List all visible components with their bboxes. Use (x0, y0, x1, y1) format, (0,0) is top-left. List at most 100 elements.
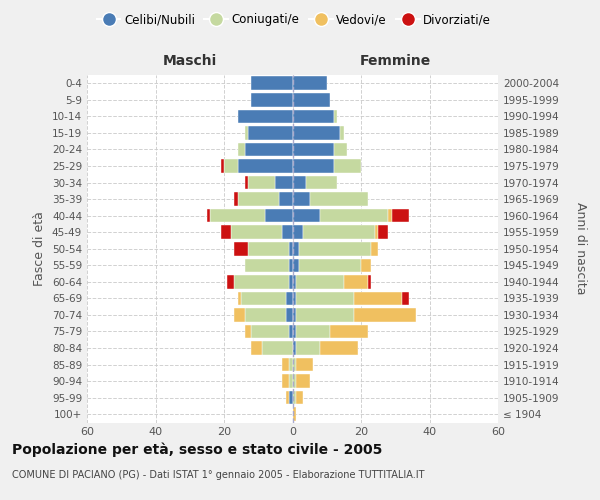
Bar (354, 308, 416, 322)
Bar (296, 308, 354, 322)
Bar (286, 308, 293, 322)
Bar (248, 176, 275, 190)
Bar (245, 142, 293, 156)
Bar (293, 209, 320, 222)
Bar (289, 391, 293, 404)
Bar (344, 275, 368, 288)
Bar (245, 308, 286, 322)
Bar (234, 192, 238, 206)
Bar (293, 192, 310, 206)
Bar (296, 324, 330, 338)
Bar (245, 126, 248, 140)
Bar (293, 242, 299, 256)
Bar (293, 342, 296, 355)
Bar (282, 226, 293, 239)
Bar (245, 258, 289, 272)
Bar (368, 275, 371, 288)
Bar (262, 342, 293, 355)
Bar (245, 176, 248, 190)
Bar (330, 324, 368, 338)
Bar (378, 226, 388, 239)
Bar (299, 242, 371, 256)
Bar (224, 159, 238, 173)
Bar (238, 292, 241, 305)
Bar (289, 374, 293, 388)
Bar (303, 226, 375, 239)
Text: Popolazione per età, sesso e stato civile - 2005: Popolazione per età, sesso e stato civil… (12, 442, 382, 457)
Bar (251, 93, 293, 106)
Bar (293, 226, 303, 239)
Bar (234, 308, 245, 322)
Bar (211, 209, 265, 222)
Bar (293, 292, 296, 305)
Bar (371, 242, 378, 256)
Bar (251, 324, 289, 338)
Bar (238, 159, 293, 173)
Legend: Celibi/Nubili, Coniugati/e, Vedovi/e, Divorziati/e: Celibi/Nubili, Coniugati/e, Vedovi/e, Di… (92, 8, 496, 31)
Bar (231, 226, 282, 239)
Bar (293, 358, 296, 372)
Bar (296, 391, 303, 404)
Bar (221, 226, 231, 239)
Bar (293, 308, 296, 322)
Bar (289, 258, 293, 272)
Bar (392, 209, 409, 222)
Bar (245, 324, 251, 338)
Bar (334, 159, 361, 173)
Bar (251, 76, 293, 90)
Bar (320, 342, 358, 355)
Text: Maschi: Maschi (163, 54, 217, 68)
Bar (296, 374, 310, 388)
Y-axis label: Anni di nascita: Anni di nascita (574, 202, 587, 295)
Bar (293, 93, 330, 106)
Text: Femmine: Femmine (359, 54, 431, 68)
Bar (251, 342, 262, 355)
Bar (296, 292, 354, 305)
Bar (375, 226, 378, 239)
Bar (402, 292, 409, 305)
Bar (293, 142, 334, 156)
Bar (275, 176, 293, 190)
Bar (234, 275, 289, 288)
Bar (340, 126, 344, 140)
Bar (207, 209, 211, 222)
Bar (289, 358, 293, 372)
Bar (296, 358, 313, 372)
Bar (289, 324, 293, 338)
Bar (289, 242, 293, 256)
Bar (354, 292, 402, 305)
Bar (296, 342, 320, 355)
Bar (238, 192, 279, 206)
Text: COMUNE DI PACIANO (PG) - Dati ISTAT 1° gennaio 2005 - Elaborazione TUTTITALIA.IT: COMUNE DI PACIANO (PG) - Dati ISTAT 1° g… (12, 470, 425, 480)
Bar (388, 209, 392, 222)
Bar (293, 110, 334, 123)
Bar (286, 292, 293, 305)
Bar (361, 258, 371, 272)
Bar (293, 76, 327, 90)
Bar (334, 142, 347, 156)
Bar (293, 159, 334, 173)
Bar (289, 275, 293, 288)
Bar (293, 408, 296, 421)
Bar (286, 391, 289, 404)
Bar (221, 159, 224, 173)
Bar (296, 275, 344, 288)
Bar (299, 258, 361, 272)
Bar (293, 258, 299, 272)
Bar (265, 209, 293, 222)
Bar (238, 110, 293, 123)
Bar (334, 110, 337, 123)
Bar (234, 242, 248, 256)
Bar (320, 209, 388, 222)
Bar (248, 126, 293, 140)
Bar (293, 126, 340, 140)
Bar (279, 192, 293, 206)
Bar (306, 176, 337, 190)
Bar (293, 324, 296, 338)
Bar (241, 292, 286, 305)
Bar (282, 358, 289, 372)
Bar (248, 242, 289, 256)
Bar (238, 142, 245, 156)
Bar (293, 374, 296, 388)
Y-axis label: Fasce di età: Fasce di età (34, 212, 46, 286)
